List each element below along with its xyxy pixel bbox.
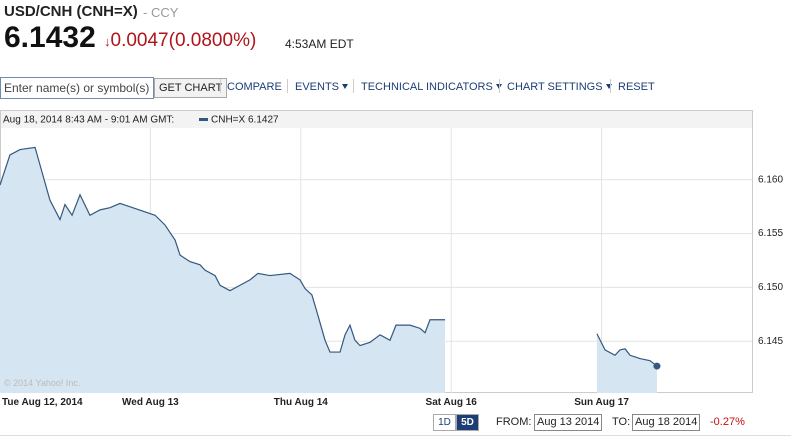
to-label: TO: xyxy=(612,416,631,428)
y-tick-label: 6.145 xyxy=(758,336,783,347)
separator xyxy=(287,79,288,93)
separator xyxy=(353,79,354,93)
range-5d[interactable]: 5D xyxy=(456,414,479,431)
reset-link[interactable]: RESET xyxy=(618,81,655,93)
watermark: © 2014 Yahoo! Inc. xyxy=(4,378,80,388)
y-tick-label: 6.160 xyxy=(758,174,783,185)
down-arrow: ↓ xyxy=(104,34,111,49)
range-1d[interactable]: 1D xyxy=(433,414,456,431)
x-tick-label: Thu Aug 14 xyxy=(274,397,329,408)
from-input[interactable]: Aug 13 2014 xyxy=(534,414,603,431)
last-point xyxy=(653,362,661,370)
indicators-label: TECHNICAL INDICATORS xyxy=(361,81,493,93)
search-input[interactable]: Enter name(s) or symbol(s) xyxy=(0,77,154,99)
x-tick-label: Wed Aug 13 xyxy=(122,397,179,408)
settings-link[interactable]: CHART SETTINGS xyxy=(507,81,612,93)
legend-name: CNH=X xyxy=(211,115,246,126)
settings-label: CHART SETTINGS xyxy=(507,81,603,93)
separator xyxy=(499,79,500,93)
info-bar xyxy=(1,111,752,128)
x-tick-label: Tue Aug 12, 2014 xyxy=(2,397,83,408)
dropdown-arrow xyxy=(495,84,502,89)
x-tick-label: Sun Aug 17 xyxy=(574,397,629,408)
compare-link[interactable]: COMPARE xyxy=(227,81,282,93)
change-pct: (0.0800%) xyxy=(168,30,257,51)
series-line xyxy=(0,146,658,367)
area-fill xyxy=(0,147,657,393)
info-label: Aug 18, 2014 8:43 AM - 9:01 AM GMT: xyxy=(3,115,174,126)
change: 0.0047 xyxy=(110,30,169,51)
price-change: ↓0.0047(0.0800%) xyxy=(104,30,256,52)
y-tick-label: 6.150 xyxy=(758,282,783,293)
exchange: - CCY xyxy=(143,5,179,20)
separator xyxy=(610,79,611,93)
symbol: USD/CNH (CNH=X) xyxy=(4,3,138,20)
indicators-link[interactable]: TECHNICAL INDICATORS xyxy=(361,81,502,93)
dropdown-arrow xyxy=(342,84,349,89)
period-change: -0.27% xyxy=(710,416,745,428)
events-label: EVENTS xyxy=(295,81,340,93)
to-input[interactable]: Aug 18 2014 xyxy=(632,414,701,431)
get-chart-button[interactable]: GET CHART xyxy=(154,78,228,98)
legend-value: 6.1427 xyxy=(248,115,279,126)
from-label: FROM: xyxy=(496,416,532,428)
price: 6.1432 xyxy=(4,21,96,54)
y-tick-label: 6.155 xyxy=(758,228,783,239)
quote-time: 4:53AM EDT xyxy=(285,37,354,51)
legend-swatch xyxy=(199,118,208,121)
dropdown-arrow xyxy=(605,84,612,89)
separator xyxy=(220,79,221,93)
x-tick-label: Sat Aug 16 xyxy=(426,397,478,408)
events-link[interactable]: EVENTS xyxy=(295,81,349,93)
